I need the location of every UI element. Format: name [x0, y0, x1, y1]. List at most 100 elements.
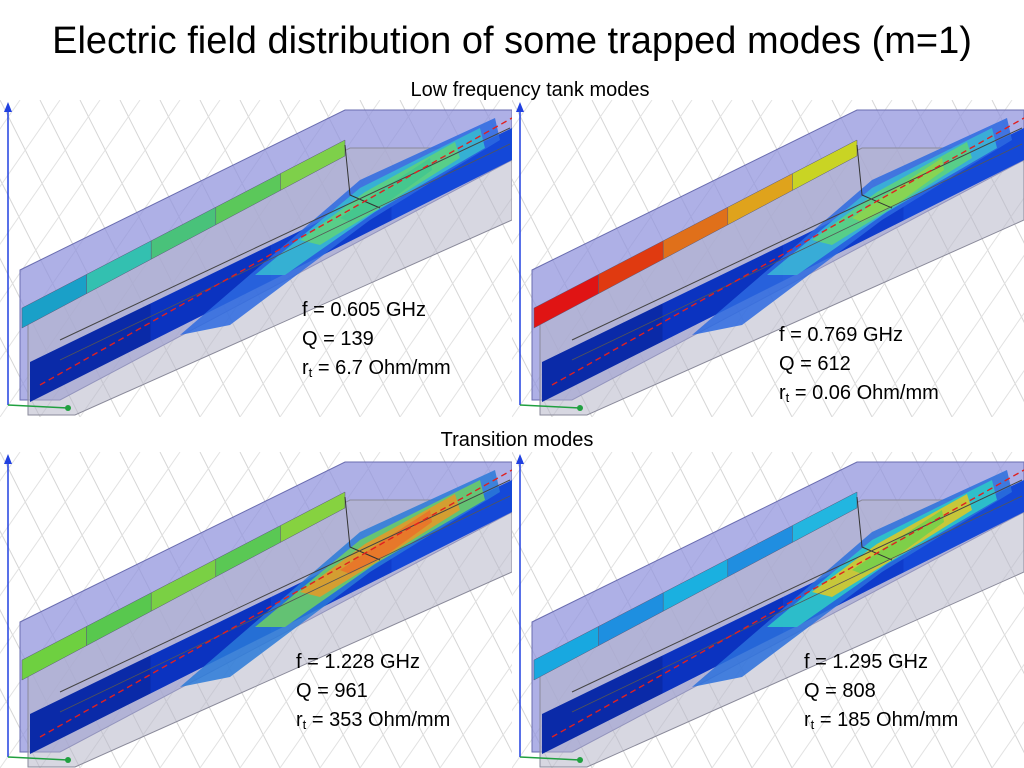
field-base-band-segment — [30, 655, 151, 754]
structure-outline — [59, 479, 511, 693]
mesh-line — [512, 687, 553, 768]
taper-field-peak — [852, 158, 944, 222]
mesh-line — [359, 197, 512, 417]
mesh-line — [911, 606, 1024, 768]
mesh-line — [871, 197, 1024, 417]
field-base-band-segment — [542, 655, 663, 754]
mesh-line — [512, 452, 613, 597]
frequency-value: f = 1.228 GHz — [296, 651, 420, 673]
q-factor-value: Q = 961 — [296, 680, 368, 702]
field-plot-panel-1: f = 0.605 GHz Q = 139 rt = 6.7 Ohm/mm — [0, 100, 512, 417]
y-axis-arrow — [4, 454, 12, 464]
field-stripe-segment — [792, 139, 858, 191]
mesh-line — [0, 452, 21, 482]
mesh-line — [0, 452, 101, 597]
field-plot-panel-4: f = 1.295 GHz Q = 808 rt = 185 Ohm/mm — [512, 452, 1024, 768]
structure-outline — [856, 144, 893, 209]
x-axis-marker — [65, 757, 71, 763]
taper-field-peak — [340, 510, 432, 574]
mode-parameters: f = 0.769 GHz Q = 612 rt = 0.06 Ohm/mm — [779, 321, 939, 408]
mesh-line — [0, 687, 41, 768]
field-base-band-segment — [30, 303, 151, 402]
beam-axis-line — [39, 469, 512, 738]
transverse-impedance-value: rt = 353 Ohm/mm — [296, 709, 451, 732]
mesh-line — [439, 312, 512, 417]
mesh-line — [951, 312, 1024, 417]
transverse-impedance-value: rt = 185 Ohm/mm — [804, 709, 959, 732]
slide-title: Electric field distribution of some trap… — [52, 20, 972, 62]
x-axis-line — [519, 404, 581, 409]
field-plot-image — [0, 452, 512, 768]
field-plot-image — [0, 100, 512, 417]
structure-outline — [571, 495, 1023, 713]
beam-axis-line — [551, 469, 1024, 738]
q-factor-value: Q = 139 — [302, 328, 374, 350]
y-axis-arrow — [516, 102, 524, 112]
field-base-band-segment — [150, 245, 271, 342]
mesh-line — [871, 548, 1024, 768]
x-axis-line — [519, 756, 581, 761]
mesh-line — [512, 452, 653, 654]
structure-outline — [59, 127, 511, 341]
mesh-line — [512, 452, 573, 540]
structure-outline — [571, 143, 1023, 361]
field-base-band-segment — [662, 597, 783, 694]
mesh-line — [512, 100, 533, 130]
frequency-value: f = 0.769 GHz — [779, 324, 903, 346]
frequency-value: f = 1.295 GHz — [804, 651, 928, 673]
mesh-line — [0, 100, 101, 245]
transverse-impedance-value: rt = 0.06 Ohm/mm — [779, 382, 939, 405]
frequency-value: f = 0.605 GHz — [302, 299, 426, 321]
field-base-band-segment — [150, 597, 271, 694]
x-axis-line — [7, 756, 69, 761]
field-stripe-segment — [792, 491, 858, 543]
x-axis-marker — [65, 405, 71, 411]
mesh-line — [439, 663, 512, 768]
x-axis-line — [7, 404, 69, 409]
mesh-line — [911, 254, 1024, 417]
taper-field-peak — [852, 510, 944, 574]
field-base-band-segment — [542, 303, 663, 402]
transverse-impedance-value: rt = 6.7 Ohm/mm — [302, 357, 451, 380]
structure-outline — [344, 144, 381, 209]
mesh-line — [0, 100, 141, 303]
beam-axis-line — [551, 117, 1024, 386]
mesh-line — [512, 100, 613, 245]
field-stripe-segment — [280, 491, 346, 543]
section-low-frequency-tank-modes: Low frequency tank modes — [410, 79, 650, 101]
mesh-line — [359, 548, 512, 768]
mode-parameters: f = 1.295 GHz Q = 808 rt = 185 Ohm/mm — [804, 648, 958, 735]
mesh-line — [0, 100, 21, 130]
mode-parameters: f = 1.228 GHz Q = 961 rt = 353 Ohm/mm — [296, 648, 450, 735]
structure-outline — [59, 495, 511, 713]
section-transition-modes: Transition modes — [440, 429, 594, 451]
mesh-line — [512, 452, 533, 482]
x-axis-marker — [577, 757, 583, 763]
mesh-line — [951, 663, 1024, 768]
structure-outline — [571, 479, 1023, 693]
field-stripe-segment — [280, 139, 346, 191]
mesh-line — [399, 606, 512, 768]
mesh-line — [512, 100, 573, 188]
mesh-line — [512, 100, 653, 303]
mode-parameters: f = 0.605 GHz Q = 139 rt = 6.7 Ohm/mm — [302, 296, 451, 383]
mesh-line — [0, 100, 61, 188]
beam-axis-line — [39, 117, 512, 386]
mesh-line — [0, 336, 41, 417]
structure-outline — [59, 143, 511, 361]
q-factor-value: Q = 612 — [779, 353, 851, 375]
q-factor-value: Q = 808 — [804, 680, 876, 702]
taper-field-peak — [340, 158, 432, 222]
mesh-line — [0, 452, 141, 654]
field-plot-image — [512, 100, 1024, 417]
mesh-line — [0, 452, 61, 540]
mesh-line — [512, 336, 553, 417]
structure-outline — [856, 496, 893, 561]
x-axis-marker — [577, 405, 583, 411]
field-plot-panel-2: f = 0.769 GHz Q = 612 rt = 0.06 Ohm/mm — [512, 100, 1024, 417]
structure-outline — [571, 127, 1023, 341]
structure-outline — [344, 496, 381, 561]
field-plot-image — [512, 452, 1024, 768]
mesh-line — [399, 254, 512, 417]
field-base-band-segment — [662, 245, 783, 342]
